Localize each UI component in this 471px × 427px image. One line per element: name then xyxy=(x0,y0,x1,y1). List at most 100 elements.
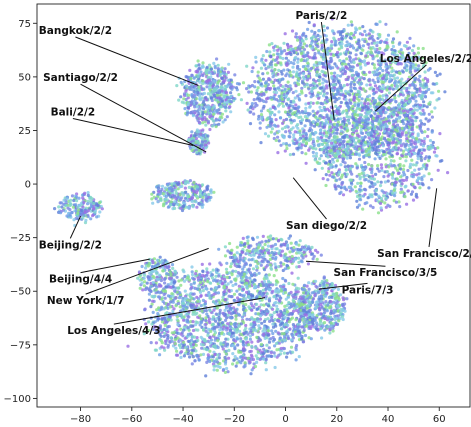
scatter-point xyxy=(311,139,316,144)
scatter-point xyxy=(180,278,184,282)
scatter-point xyxy=(200,202,204,206)
scatter-point xyxy=(194,64,198,68)
scatter-point xyxy=(202,107,206,111)
scatter-point xyxy=(320,108,324,113)
scatter-point xyxy=(367,32,371,36)
scatter-point xyxy=(173,342,177,346)
scatter-point xyxy=(307,20,311,25)
scatter-point xyxy=(186,205,190,209)
scatter-point xyxy=(197,117,202,121)
scatter-point xyxy=(387,131,391,135)
scatter-point xyxy=(81,216,85,220)
scatter-point xyxy=(334,104,338,108)
scatter-point xyxy=(319,121,323,125)
scatter-point xyxy=(392,188,396,192)
scatter-point xyxy=(270,60,274,64)
scatter-point xyxy=(359,101,363,105)
scatter-point xyxy=(381,105,385,109)
scatter-point xyxy=(358,107,362,112)
scatter-point xyxy=(320,61,324,65)
scatter-point xyxy=(285,124,289,128)
scatter-point xyxy=(322,24,326,28)
scatter-point xyxy=(222,80,226,84)
scatter-point xyxy=(386,179,390,183)
scatter-point xyxy=(360,81,364,86)
scatter-point xyxy=(397,116,401,120)
scatter-point xyxy=(399,57,403,61)
scatter-point xyxy=(281,276,285,281)
scatter-point xyxy=(304,161,308,165)
scatter-point xyxy=(369,148,373,152)
scatter-point xyxy=(285,52,289,56)
scatter-point xyxy=(289,73,293,78)
scatter-point xyxy=(392,133,396,137)
scatter-point xyxy=(364,128,368,132)
scatter-point xyxy=(297,82,301,86)
scatter-point xyxy=(348,51,353,55)
scatter-point xyxy=(346,43,351,47)
scatter-point xyxy=(192,76,196,80)
scatter-point xyxy=(367,142,371,146)
scatter-point xyxy=(289,99,293,104)
scatter-point xyxy=(261,54,265,58)
scatter-point xyxy=(352,58,356,62)
scatter-point xyxy=(201,79,205,83)
scatter-point xyxy=(337,47,341,51)
scatter-point xyxy=(196,59,200,63)
scatter-point xyxy=(224,91,229,95)
scatter-point xyxy=(180,208,185,213)
scatter-point xyxy=(427,87,431,91)
scatter-point xyxy=(265,49,269,54)
scatter-point xyxy=(393,53,397,57)
scatter-point xyxy=(303,67,307,71)
scatter-point xyxy=(287,281,291,286)
scatter-point xyxy=(381,94,385,98)
scatter-point xyxy=(160,187,164,191)
scatter-point xyxy=(413,151,417,156)
scatter-point xyxy=(355,106,359,111)
scatter-point xyxy=(358,58,362,62)
scatter-point xyxy=(209,96,213,100)
scatter-point xyxy=(268,117,272,121)
scatter-point xyxy=(405,137,409,141)
scatter-point xyxy=(310,41,314,45)
scatter-point xyxy=(423,157,427,161)
scatter-point xyxy=(301,65,305,69)
scatter-point xyxy=(58,211,63,215)
scatter-point xyxy=(415,173,419,177)
scatter-point xyxy=(345,40,349,44)
scatter-point xyxy=(294,308,299,313)
scatter-point xyxy=(203,143,207,147)
scatter-point xyxy=(375,152,379,156)
scatter-point xyxy=(223,280,227,284)
scatter-point xyxy=(357,39,361,43)
scatter-point xyxy=(71,205,76,209)
scatter-point xyxy=(410,126,414,130)
scatter-point xyxy=(407,86,411,90)
scatter-point xyxy=(320,336,324,340)
scatter-point xyxy=(262,319,267,324)
scatter-point xyxy=(332,53,336,58)
scatter-point xyxy=(385,170,389,174)
scatter-point xyxy=(284,56,288,60)
scatter-point xyxy=(76,205,80,209)
scatter-point xyxy=(209,338,213,342)
scatter-point xyxy=(236,312,240,316)
scatter-point xyxy=(304,106,308,110)
scatter-point xyxy=(300,89,304,93)
scatter-point xyxy=(318,114,322,118)
scatter-point xyxy=(271,105,275,109)
scatter-point xyxy=(402,56,406,60)
scatter-point xyxy=(251,267,256,271)
scatter-point xyxy=(198,80,202,84)
scatter-point xyxy=(380,166,384,170)
scatter-point xyxy=(383,48,387,52)
scatter-point xyxy=(202,99,206,103)
scatter-point xyxy=(328,119,333,124)
scatter-point xyxy=(288,84,292,88)
scatter-point xyxy=(342,116,346,120)
scatter-point xyxy=(349,150,353,154)
scatter-point xyxy=(90,197,94,201)
scatter-point xyxy=(403,144,408,148)
scatter-point xyxy=(299,146,303,150)
